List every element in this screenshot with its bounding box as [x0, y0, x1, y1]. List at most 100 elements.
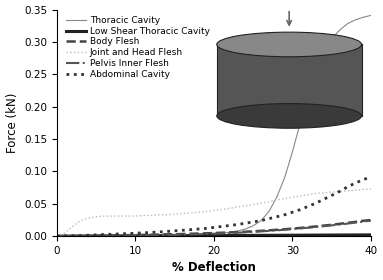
Body Flesh [180, 232, 185, 236]
Body Flesh [243, 230, 248, 233]
Thoracic Cavity [282, 176, 287, 179]
Thoracic Cavity [298, 121, 303, 125]
Abdominal Cavity [204, 227, 208, 230]
Joint and Head Flesh [212, 209, 216, 212]
Pelvis Inner Flesh [94, 234, 98, 238]
Low Shear Thoracic Cavity [62, 234, 67, 238]
Pelvis Inner Flesh [243, 231, 248, 234]
Abdominal Cavity [361, 178, 365, 181]
Pelvis Inner Flesh [172, 233, 177, 237]
Low Shear Thoracic Cavity [55, 234, 59, 238]
Body Flesh [337, 222, 342, 226]
Pelvis Inner Flesh [228, 231, 232, 235]
Thoracic Cavity [321, 51, 326, 55]
Body Flesh [361, 219, 365, 223]
Low Shear Thoracic Cavity [321, 234, 326, 237]
Low Shear Thoracic Cavity [243, 234, 248, 237]
Thoracic Cavity [133, 234, 138, 237]
Abdominal Cavity [110, 233, 114, 236]
Joint and Head Flesh [196, 211, 201, 214]
Pelvis Inner Flesh [368, 219, 373, 222]
Joint and Head Flesh [157, 213, 161, 216]
Joint and Head Flesh [188, 211, 193, 214]
Body Flesh [94, 234, 98, 237]
Pelvis Inner Flesh [251, 230, 255, 234]
Joint and Head Flesh [78, 219, 83, 222]
Abdominal Cavity [188, 228, 193, 231]
Pelvis Inner Flesh [353, 221, 357, 224]
Thoracic Cavity [102, 234, 106, 237]
Low Shear Thoracic Cavity [172, 234, 177, 237]
Abdominal Cavity [337, 190, 342, 193]
Body Flesh [133, 234, 138, 237]
Pelvis Inner Flesh [102, 234, 106, 238]
Body Flesh [204, 232, 208, 235]
Low Shear Thoracic Cavity [125, 234, 130, 237]
Abdominal Cavity [306, 205, 310, 208]
Low Shear Thoracic Cavity [259, 234, 263, 237]
Abdominal Cavity [368, 175, 373, 178]
Abdominal Cavity [86, 234, 91, 237]
Pelvis Inner Flesh [267, 229, 271, 232]
Thoracic Cavity [157, 234, 161, 237]
Joint and Head Flesh [353, 188, 357, 192]
Abdominal Cavity [118, 232, 122, 235]
Body Flesh [314, 225, 318, 228]
Joint and Head Flesh [118, 214, 122, 218]
Low Shear Thoracic Cavity [118, 234, 122, 238]
Low Shear Thoracic Cavity [353, 233, 357, 237]
Body Flesh [78, 234, 83, 238]
Pelvis Inner Flesh [329, 224, 334, 227]
Body Flesh [235, 230, 240, 234]
Pelvis Inner Flesh [235, 231, 240, 234]
Joint and Head Flesh [298, 194, 303, 198]
Joint and Head Flesh [219, 208, 224, 211]
Thoracic Cavity [94, 234, 98, 237]
Abdominal Cavity [251, 220, 255, 224]
Low Shear Thoracic Cavity [228, 234, 232, 237]
Low Shear Thoracic Cavity [267, 234, 271, 237]
Abdominal Cavity [149, 231, 154, 234]
Abdominal Cavity [70, 234, 75, 237]
Thoracic Cavity [219, 232, 224, 235]
Pelvis Inner Flesh [290, 227, 295, 231]
Low Shear Thoracic Cavity [157, 234, 161, 237]
Thoracic Cavity [259, 219, 263, 222]
Pelvis Inner Flesh [180, 233, 185, 236]
Pelvis Inner Flesh [314, 225, 318, 229]
Low Shear Thoracic Cavity [149, 234, 154, 237]
Pelvis Inner Flesh [165, 234, 169, 237]
Low Shear Thoracic Cavity [180, 234, 185, 237]
Thoracic Cavity [204, 233, 208, 236]
Low Shear Thoracic Cavity [368, 233, 373, 237]
Body Flesh [212, 231, 216, 235]
Abdominal Cavity [94, 233, 98, 237]
Thoracic Cavity [353, 18, 357, 22]
Thoracic Cavity [361, 16, 365, 19]
Abdominal Cavity [259, 219, 263, 222]
Pelvis Inner Flesh [125, 234, 130, 237]
Body Flesh [110, 234, 114, 237]
Low Shear Thoracic Cavity [196, 234, 201, 237]
Joint and Head Flesh [329, 190, 334, 194]
X-axis label: % Deflection: % Deflection [172, 262, 256, 274]
Body Flesh [267, 229, 271, 232]
Body Flesh [165, 233, 169, 236]
Joint and Head Flesh [243, 204, 248, 207]
Abdominal Cavity [133, 232, 138, 235]
Pelvis Inner Flesh [204, 232, 208, 236]
Pelvis Inner Flesh [337, 223, 342, 226]
Body Flesh [157, 233, 161, 236]
Abdominal Cavity [345, 185, 350, 189]
Abdominal Cavity [165, 230, 169, 233]
Line: Abdominal Cavity: Abdominal Cavity [57, 177, 371, 236]
Pelvis Inner Flesh [188, 233, 193, 236]
Low Shear Thoracic Cavity [251, 234, 255, 237]
Low Shear Thoracic Cavity [306, 234, 310, 237]
Joint and Head Flesh [133, 214, 138, 218]
Abdominal Cavity [125, 232, 130, 235]
Joint and Head Flesh [55, 234, 59, 238]
Abdominal Cavity [274, 215, 279, 218]
Pelvis Inner Flesh [86, 234, 91, 238]
Body Flesh [290, 227, 295, 230]
